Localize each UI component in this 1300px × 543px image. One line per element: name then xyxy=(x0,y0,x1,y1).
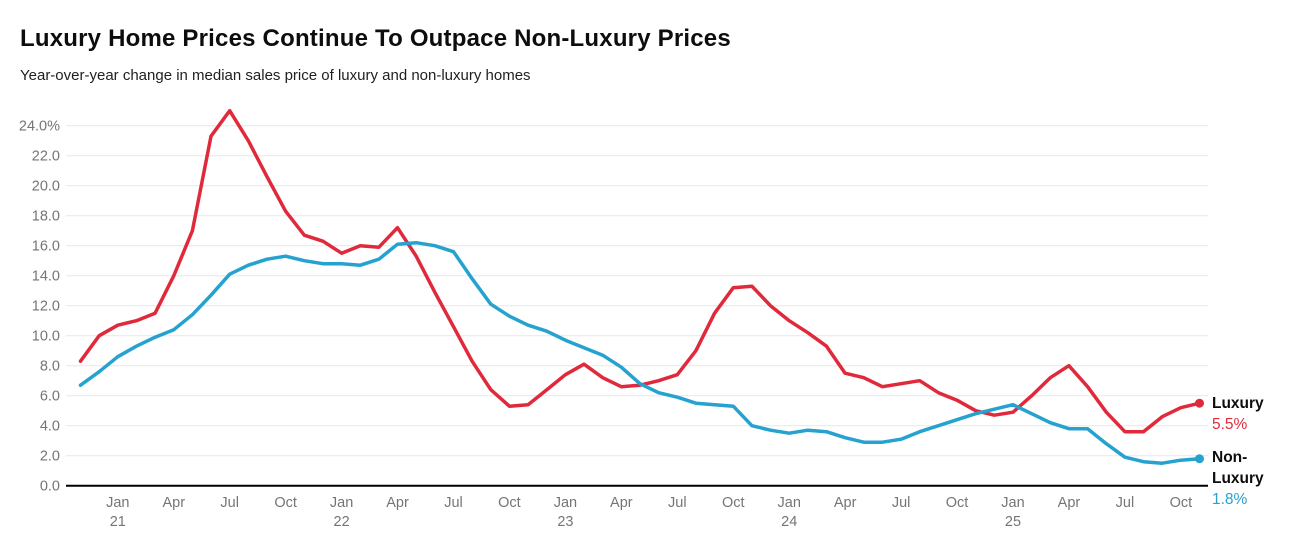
x-axis-tick-label: Apr xyxy=(162,495,185,511)
x-axis-tick-label: Jan xyxy=(1001,495,1024,511)
x-axis-tick-label: Jan xyxy=(330,495,353,511)
x-axis-tick-label: Jul xyxy=(668,495,687,511)
y-axis-tick-label: 4.0 xyxy=(40,419,60,435)
y-axis-tick-label: 22.0 xyxy=(32,149,60,165)
x-axis-tick-label: Apr xyxy=(386,495,409,511)
chart-subtitle: Year-over-year change in median sales pr… xyxy=(20,67,531,84)
x-axis-tick-label: Oct xyxy=(274,495,297,511)
x-axis-tick-year-label: 24 xyxy=(781,514,797,530)
y-axis-tick-label: 16.0 xyxy=(32,239,60,255)
x-axis-tick-label: Oct xyxy=(722,495,745,511)
x-axis-tick-label: Apr xyxy=(834,495,857,511)
x-axis-tick-label: Jul xyxy=(1116,495,1135,511)
y-axis-tick-label: 2.0 xyxy=(40,449,60,465)
y-axis-tick-label: 8.0 xyxy=(40,359,60,375)
x-axis-tick-year-label: 22 xyxy=(334,514,350,530)
y-axis-tick-label: 24.0% xyxy=(19,119,60,135)
x-axis-tick-label: Apr xyxy=(1058,495,1081,511)
x-axis-tick-label: Jul xyxy=(220,495,239,511)
y-axis-tick-label: 0.0 xyxy=(40,479,60,495)
x-axis-tick-label: Oct xyxy=(1170,495,1193,511)
y-axis-tick-label: 10.0 xyxy=(32,329,60,345)
luxury-series-value: 5.5% xyxy=(1212,416,1248,433)
y-axis-tick-label: 20.0 xyxy=(32,179,60,195)
chart-title: Luxury Home Prices Continue To Outpace N… xyxy=(20,25,731,52)
x-axis-tick-label: Oct xyxy=(498,495,521,511)
x-axis-tick-label: Jul xyxy=(444,495,463,511)
non-luxury-series-label: Non- xyxy=(1212,449,1247,466)
x-axis-tick-year-label: 25 xyxy=(1005,514,1021,530)
x-axis-tick-label: Apr xyxy=(610,495,633,511)
x-axis-tick-label: Jan xyxy=(554,495,577,511)
luxury-series-label: Luxury xyxy=(1212,395,1264,412)
y-axis-tick-label: 14.0 xyxy=(32,269,60,285)
x-axis-tick-label: Oct xyxy=(946,495,969,511)
non-luxury-series-value: 1.8% xyxy=(1212,491,1248,508)
x-axis-tick-label: Jan xyxy=(106,495,129,511)
y-axis-tick-label: 6.0 xyxy=(40,389,60,405)
luxury-endpoint-dot xyxy=(1195,398,1204,408)
x-axis-tick-label: Jul xyxy=(892,495,911,511)
y-axis-tick-label: 12.0 xyxy=(32,299,60,315)
non-luxury-endpoint-dot xyxy=(1195,454,1204,464)
non-luxury-series-label: Luxury xyxy=(1212,470,1264,487)
x-axis-tick-label: Jan xyxy=(778,495,801,511)
x-axis-tick-year-label: 21 xyxy=(110,514,126,530)
y-axis-tick-label: 18.0 xyxy=(32,209,60,225)
x-axis-tick-year-label: 23 xyxy=(557,514,573,530)
non-luxury-line xyxy=(78,240,1202,465)
